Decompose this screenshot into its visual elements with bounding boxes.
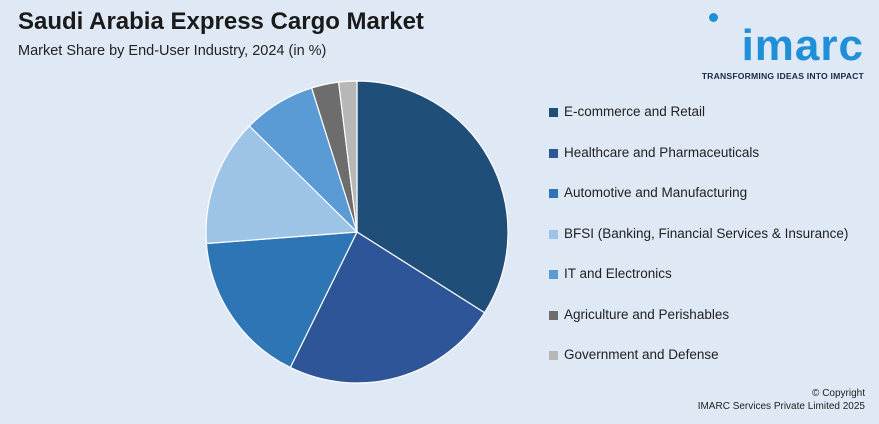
- legend-item: Healthcare and Pharmaceuticals: [549, 145, 848, 186]
- imarc-logo: imarc TRANSFORMING IDEAS INTO IMPACT: [700, 8, 872, 83]
- legend-item: IT and Electronics: [549, 266, 848, 307]
- legend-label: Government and Defense: [564, 347, 719, 362]
- legend-swatch: [549, 108, 558, 117]
- legend-label: BFSI (Banking, Financial Services & Insu…: [564, 225, 849, 241]
- logo-tagline: TRANSFORMING IDEAS INTO IMPACT: [701, 71, 864, 81]
- logo-wordmark: imarc: [741, 21, 864, 70]
- pie-slice-bfsi-banking-financial-services-insurance: [205, 125, 359, 245]
- copyright-line-1: © Copyright: [812, 388, 865, 399]
- legend-swatch: [549, 189, 558, 198]
- legend-swatch: [549, 270, 558, 279]
- logo-dot-icon: [709, 13, 718, 22]
- pie-slice-automotive-and-manufacturing: [205, 231, 359, 369]
- legend-label: Healthcare and Pharmaceuticals: [564, 144, 760, 160]
- legend-label: Agriculture and Perishables: [564, 306, 730, 322]
- pie-slice-government-and-defense: [337, 80, 358, 233]
- chart-subtitle: Market Share by End-User Industry, 2024 …: [18, 43, 327, 59]
- legend-item: Automotive and Manufacturing: [549, 185, 848, 226]
- legend-item: E-commerce and Retail: [549, 104, 848, 145]
- legend-swatch: [549, 351, 558, 360]
- legend-label: E-commerce and Retail: [564, 104, 706, 119]
- legend-item: Agriculture and Perishables: [549, 307, 848, 348]
- legend-swatch: [549, 310, 558, 320]
- legend-item: BFSI (Banking, Financial Services & Insu…: [549, 226, 848, 267]
- legend-swatch: [549, 148, 558, 158]
- legend-label: Automotive and Manufacturing: [564, 185, 748, 200]
- copyright-line-2: IMARC Services Private Limited 2025: [697, 401, 865, 412]
- copyright-notice: © Copyright IMARC Services Private Limit…: [698, 387, 865, 413]
- legend-swatch: [549, 229, 558, 239]
- legend-label: IT and Electronics: [564, 266, 672, 281]
- chart-title: Saudi Arabia Express Cargo Market: [18, 8, 424, 35]
- legend-item: Government and Defense: [549, 347, 848, 388]
- pie-slice-e-commerce-and-retail: [356, 80, 509, 314]
- chart-legend: E-commerce and Retail Healthcare and Phar…: [549, 104, 848, 388]
